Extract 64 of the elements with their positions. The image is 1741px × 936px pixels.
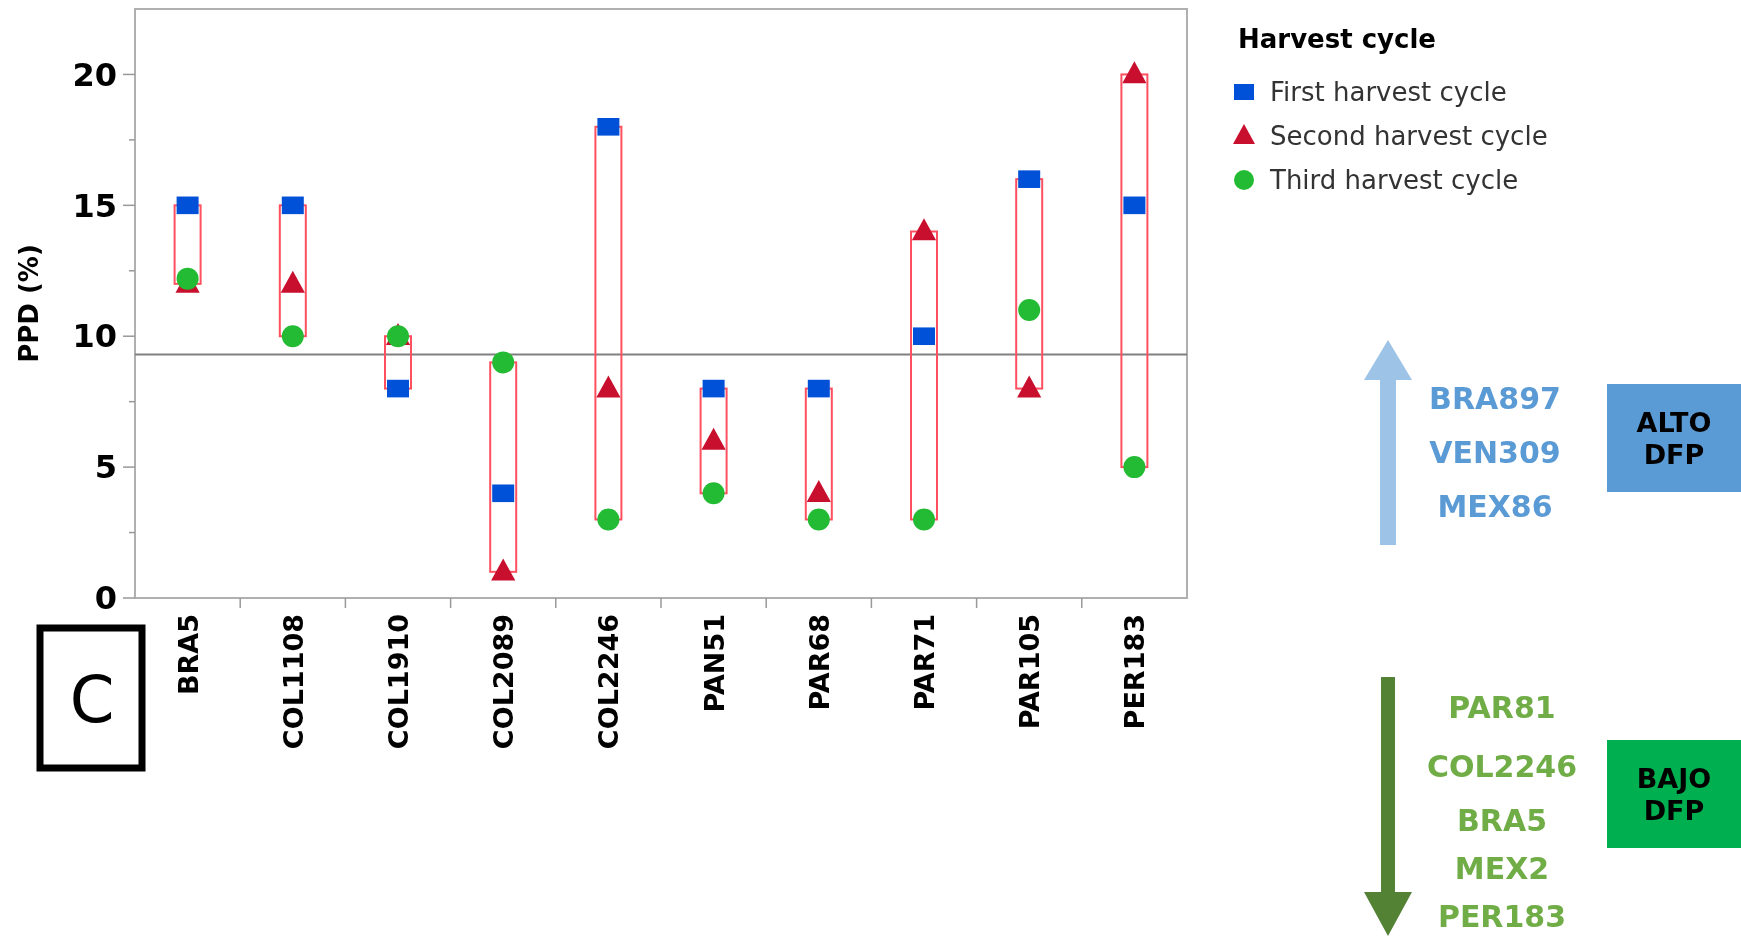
x-tick-label: PAN51 — [698, 614, 730, 713]
text: BRA5 — [1456, 802, 1548, 838]
bar — [804, 387, 833, 521]
point — [807, 508, 830, 531]
legend-title: Harvest cycle — [1238, 24, 1436, 54]
point — [492, 484, 515, 503]
text: C — [69, 663, 115, 737]
text: MEX86 — [1437, 488, 1553, 524]
point — [702, 482, 725, 505]
point — [1018, 170, 1041, 188]
point — [281, 325, 304, 348]
legend-label: Third harvest cycle — [1269, 165, 1519, 196]
point — [807, 379, 830, 398]
point — [702, 379, 725, 398]
bar — [278, 204, 307, 338]
point — [913, 508, 935, 531]
x-tick-label: PAR105 — [1014, 614, 1046, 730]
point — [492, 351, 515, 374]
text: BRA897 — [1429, 380, 1561, 416]
bar — [910, 230, 938, 521]
y-axis-title: PPD (%) — [14, 244, 44, 363]
x-tick-label: BRA5 — [172, 614, 204, 696]
point — [281, 196, 304, 215]
point — [597, 118, 620, 136]
point — [1123, 456, 1146, 479]
point — [596, 375, 621, 398]
point — [913, 327, 935, 346]
bar — [173, 204, 202, 285]
bar — [1120, 73, 1149, 469]
text: PAR81 — [1448, 689, 1556, 725]
text: PER183 — [1437, 898, 1567, 934]
x-tick-label: COL2246 — [593, 614, 625, 750]
bar — [699, 387, 728, 495]
bar — [384, 335, 412, 390]
text: VEN309 — [1429, 434, 1561, 470]
point — [806, 480, 831, 503]
point — [387, 379, 409, 398]
x-tick-label: COL2089 — [488, 614, 520, 750]
x-tick-label: COL1910 — [383, 614, 414, 750]
point — [911, 218, 937, 241]
y-tick-label: 20 — [72, 55, 117, 94]
legend-label: Second harvest cycle — [1270, 121, 1548, 152]
point — [1017, 375, 1042, 398]
text: COL2246 — [1426, 748, 1578, 784]
x-tick-label: PAR68 — [803, 614, 835, 711]
y-tick-label: 15 — [72, 186, 117, 225]
y-tick-label: 10 — [72, 317, 117, 356]
text: BAJO DFP — [1636, 762, 1712, 826]
x-tick-label: PAR71 — [909, 614, 940, 711]
point — [1122, 61, 1147, 84]
point — [597, 508, 620, 531]
x-tick-label: PER183 — [1119, 614, 1151, 730]
point — [176, 196, 199, 215]
bar — [489, 361, 518, 573]
bar — [1015, 178, 1044, 390]
point — [1123, 196, 1146, 215]
x-tick-label: COL1108 — [277, 614, 309, 750]
text: MEX2 — [1454, 850, 1550, 886]
bar — [594, 125, 623, 521]
legend-label: First harvest cycle — [1270, 77, 1507, 108]
text: ALTO DFP — [1636, 406, 1712, 470]
y-tick-label: 0 — [94, 579, 117, 618]
y-tick-label: 5 — [94, 448, 117, 487]
point — [1018, 299, 1041, 322]
